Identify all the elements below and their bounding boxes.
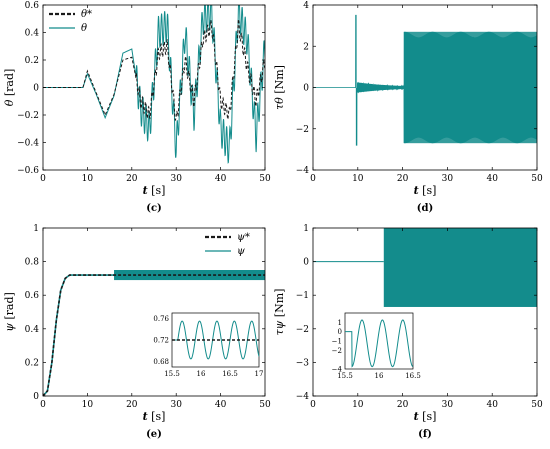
y-tick-label: 0.2 [25,358,39,368]
inset-frame [171,312,260,368]
panel-d: 0 10 20 30 40 50 −4 −2 0 2 4 t [s] τθ [Nm] (d) [273,1,543,214]
y-tick-label: 1 [303,224,309,234]
inset-x-tick-label: 15.5 [337,372,353,380]
y-tick-label: 0.4 [25,29,40,39]
y-tick-label: 2 [303,42,309,52]
y-tick-label: 0.6 [25,1,40,11]
inset-x-tick-label: 16 [375,372,384,380]
series-theta [43,5,265,164]
series-theta-ref [43,19,265,122]
inset-frame [344,312,414,370]
inset-y-tick-label: 1 [338,319,342,327]
panel-caption-d: (d) [417,203,433,214]
x-axis-label: t [s] [143,410,166,423]
x-tick-label: 30 [442,174,454,184]
inset-series-tau-psi [345,319,414,368]
y-tick-label: −1 [296,291,309,301]
inset-y-tick-label: 0.72 [153,337,169,345]
y-tick-label: −0.2 [17,111,39,121]
inset-y-tick-label: 0.76 [153,315,169,323]
y-tick-label: 4 [303,1,309,11]
y-tick-label: 0.8 [25,258,40,268]
y-axis-label: τψ [Nm] [273,289,286,336]
x-tick-label: 30 [442,400,454,410]
x-axis-label: t [s] [143,184,166,197]
inset-y-tick-label: 0 [338,328,342,336]
y-tick-label: 0.4 [25,325,40,335]
y-axis-label: τθ [Nm] [273,65,286,110]
panel-caption-f: (f) [418,429,432,440]
legend-label: θ* [81,9,92,20]
y-tick-label: −4 [296,166,310,176]
x-tick-label: 10 [82,174,94,184]
x-tick-label: 20 [126,174,138,184]
inset-y-tick-label: 0.68 [153,358,169,366]
x-tick-label: 50 [531,400,543,410]
x-tick-label: 30 [170,174,182,184]
x-tick-label: 10 [82,400,94,410]
y-tick-label: −4 [296,392,310,402]
x-tick-label: 0 [310,174,316,184]
x-tick-label: 0 [310,400,316,410]
inset-f: 15.5 16 16.5 −4 −2−1 01 [332,312,421,380]
y-tick-label: 1 [33,224,39,234]
x-tick-label: 10 [352,174,364,184]
inset-e: 15.5 16 16.5 17 0.68 0.72 0.76 [153,312,264,378]
x-tick-label: 20 [397,174,409,184]
inset-y-tick-label: −4 [332,366,343,374]
x-tick-label: 10 [352,400,364,410]
inset-x-tick-label: 16.5 [405,372,421,380]
panel-c: 0 10 20 30 40 50 −0.6 −0.4 −0.2 0 0.2 0.4 0.6 t [s] θ … [3,1,271,214]
inset-x-tick-label: 16.5 [222,370,238,378]
axes-frame-f [312,227,538,397]
x-tick-label: 0 [40,174,46,184]
y-tick-label: 0.6 [25,291,40,301]
x-tick-label: 50 [531,174,543,184]
x-tick-label: 50 [259,174,271,184]
y-tick-label: 0 [33,392,39,402]
x-tick-label: 40 [215,400,227,410]
y-tick-label: −2 [296,325,309,335]
axes-frame-e [42,227,266,397]
x-tick-label: 20 [397,400,409,410]
y-tick-label: −2 [296,125,309,135]
y-tick-label: −3 [296,358,310,368]
panel-caption-e: (e) [146,429,162,440]
y-tick-label: −0.4 [17,139,39,149]
x-tick-label: 40 [215,174,227,184]
panel-e: 0 10 20 30 40 50 0 0.2 0.4 0.6 0.8 1 t [s] ψ [rad] (e)… [3,224,271,440]
y-tick-label: −0.6 [17,166,39,176]
y-tick-label: 0 [303,84,309,94]
y-tick-label: 0 [33,84,39,94]
x-tick-label: 40 [486,174,498,184]
y-axis-label: θ [rad] [3,69,16,107]
legend-label: ψ [237,246,245,257]
x-axis-label: t [s] [414,410,437,423]
x-tick-label: 30 [170,400,182,410]
oscillation-band [404,31,537,144]
legend-label: ψ* [237,232,250,243]
inset-series-psi [172,320,260,360]
y-tick-label: 0.2 [25,56,39,66]
x-tick-label: 40 [486,400,498,410]
legend-label: θ [81,23,87,34]
x-axis-label: t [s] [414,184,437,197]
x-tick-label: 20 [126,400,138,410]
inset-y-tick-label: −2 [332,347,342,355]
y-axis-label: ψ [rad] [3,292,16,332]
inset-x-tick-label: 17 [255,370,264,378]
inset-x-tick-label: 15.5 [164,370,180,378]
x-tick-label: 0 [40,400,46,410]
y-tick-label: 0 [303,258,309,268]
inset-y-tick-label: −1 [332,338,342,346]
x-tick-label: 50 [259,400,271,410]
inset-x-tick-label: 16 [197,370,206,378]
panel-caption-c: (c) [146,203,162,214]
oscillation-band [383,228,537,307]
series-psi-ref [43,274,265,396]
